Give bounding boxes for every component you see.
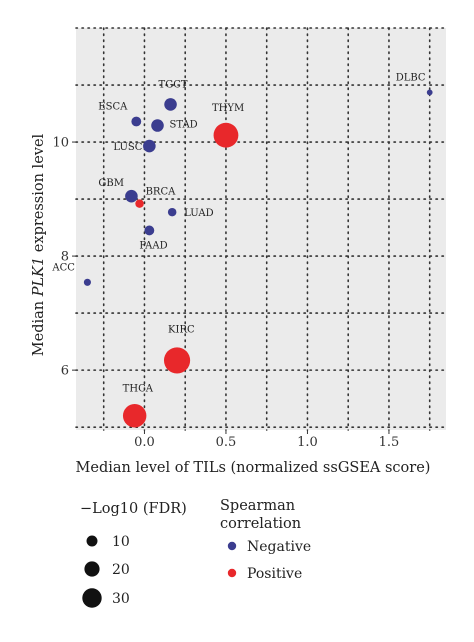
data-point-acc [83,278,91,286]
color-legend-key-negative [227,541,237,551]
color-legend-key-positive [227,568,237,578]
point-label-gbm: GBM [98,178,124,189]
y-axis-title-gene: PLK1 [31,257,47,297]
size-legend-label: 10 [112,534,130,550]
y-axis-title: Median PLK1 expression level [31,133,47,356]
size-legend: −Log10 (FDR) 10 20 30 [80,501,187,608]
data-point-stad [151,119,164,132]
size-legend-label: 30 [112,591,130,607]
data-point-tgct [164,98,177,111]
point-label-thca: THCA [123,384,154,395]
x-tick-label: 0.5 [216,435,237,450]
data-point-kirc [163,347,191,374]
data-point-paad [144,225,155,236]
size-legend-key [82,588,102,608]
point-labels: DLBC TGCT ESCA STAD THYM LUSC GBM BRCA LUAD PAAD A… [51,72,425,394]
data-point-esca [131,116,142,127]
y-tick-label: 8 [61,250,69,265]
point-label-lusc: LUSC [113,142,142,153]
point-label-tgct: TGCT [159,79,188,90]
point-label-thym: THYM [212,103,244,114]
size-legend-key [86,535,98,547]
x-tick-label: 1.5 [379,435,400,450]
color-legend-title-line1: Spearman [220,498,295,514]
x-axis-title: Median level of TILs (normalized ssGSEA … [76,460,431,476]
data-point-lusc [143,139,156,153]
point-label-luad: LUAD [184,208,213,219]
size-legend-key [84,561,100,577]
color-legend-title-line2: correlation [220,516,301,532]
plot-panel [76,28,446,430]
y-tick-label: 6 [61,364,69,379]
y-axis-title-suffix: expression level [31,133,47,256]
size-legend-label: 20 [112,562,130,578]
point-label-acc: ACC [51,262,75,273]
point-label-dlbc: DLBC [396,72,426,83]
color-legend-label-positive: Positive [247,566,302,582]
size-legend-title: −Log10 (FDR) [80,501,187,517]
point-label-brca: BRCA [146,187,177,198]
data-point-dlbc [426,89,433,96]
x-tick-label: 0.0 [134,435,155,450]
y-axis-title-prefix: Median [31,296,47,356]
x-tick-label: 1.0 [297,435,318,450]
point-label-paad: PAAD [139,240,167,251]
data-point-luad [167,207,177,217]
grid-lines [75,27,447,431]
axis-ticks: 0.0 0.5 1.0 1.5 6 8 10 [52,136,399,450]
data-point-brca [135,199,144,208]
point-label-kirc: KIRC [168,324,195,335]
point-label-stad: STAD [169,120,197,131]
data-points [83,89,433,428]
color-legend: Spearman correlation Negative Positive [220,498,311,582]
data-point-thym [213,122,239,148]
color-legend-label-negative: Negative [247,539,311,555]
y-tick-label: 10 [52,136,69,151]
point-label-esca: ESCA [98,102,128,113]
data-point-gbm [125,189,138,203]
data-point-thca [122,404,147,428]
